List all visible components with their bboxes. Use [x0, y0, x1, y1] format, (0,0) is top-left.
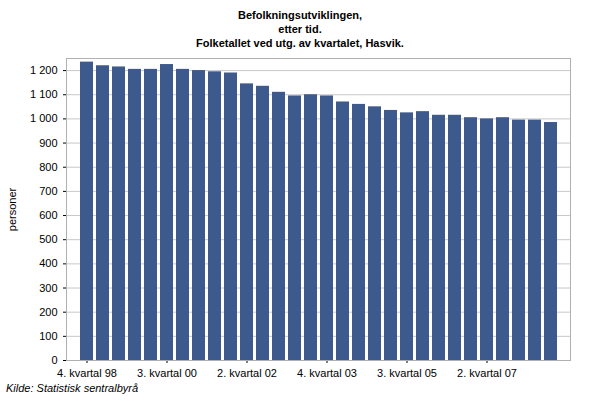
svg-text:900: 900 [39, 137, 57, 149]
svg-text:100: 100 [39, 330, 57, 342]
svg-text:2. kvartal 07: 2. kvartal 07 [457, 367, 517, 379]
svg-text:1 000: 1 000 [30, 112, 58, 124]
svg-text:700: 700 [39, 185, 57, 197]
svg-text:200: 200 [39, 306, 57, 318]
svg-text:400: 400 [39, 257, 57, 269]
svg-text:4. kvartal 03: 4. kvartal 03 [297, 367, 357, 379]
svg-text:0: 0 [51, 354, 57, 366]
svg-text:1 200: 1 200 [30, 64, 58, 76]
html-text:Kilde: Statistisk sentralbyrå: Kilde: Statistisk sentralbyrå [6, 382, 139, 394]
html-text:Befolkningsutviklingen, etter: Befolkningsutviklingen, etter tid. Folke… [196, 9, 404, 49]
svg-text:2. kvartal 02: 2. kvartal 02 [217, 367, 277, 379]
svg-text:600: 600 [39, 209, 57, 221]
svg-text:300: 300 [39, 282, 57, 294]
svg-text:personer: personer [6, 187, 18, 231]
svg-text:800: 800 [39, 161, 57, 173]
svg-text:3. kvartal 05: 3. kvartal 05 [377, 367, 437, 379]
svg-text:4. kvartal 98: 4. kvartal 98 [57, 367, 117, 379]
svg-text:500: 500 [39, 233, 57, 245]
svg-text:3. kvartal 00: 3. kvartal 00 [137, 367, 197, 379]
svg-text:1 100: 1 100 [30, 88, 58, 100]
